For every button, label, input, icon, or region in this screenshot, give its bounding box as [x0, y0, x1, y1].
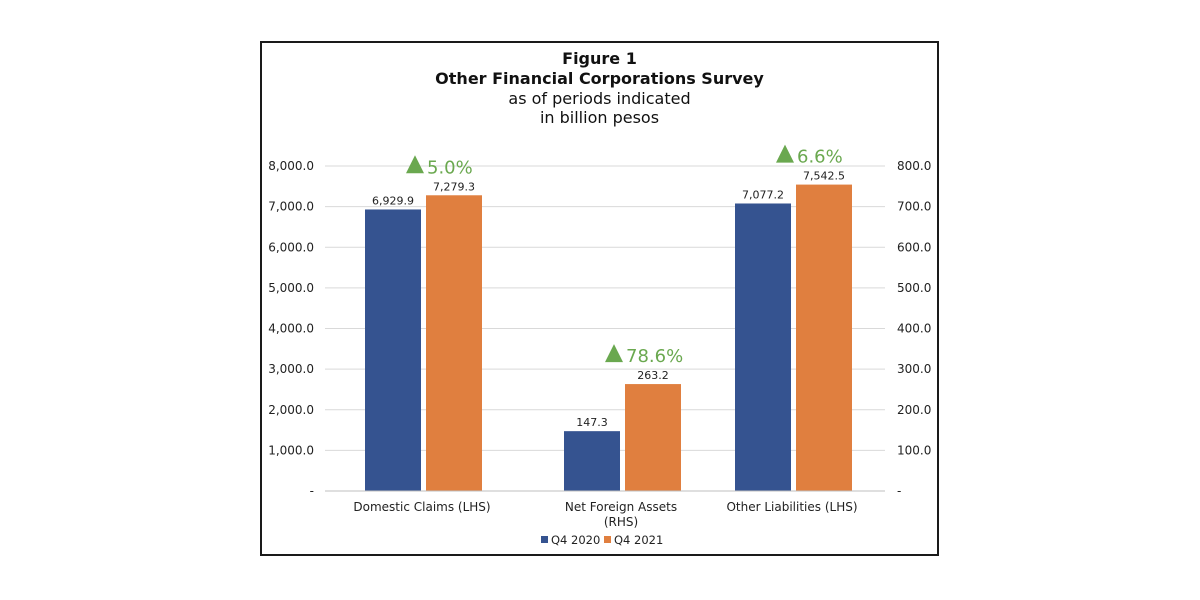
- chart-subtitle-line-3: in billion pesos: [539, 108, 660, 127]
- right-tick-label: 400.0: [897, 322, 931, 336]
- bar: [735, 203, 791, 491]
- left-tick-label: 2,000.0: [268, 403, 314, 417]
- left-tick-label: 8,000.0: [268, 159, 314, 173]
- right-tick-label: 600.0: [897, 240, 931, 254]
- left-tick-label: 7,000.0: [268, 200, 314, 214]
- right-tick-label: -: [897, 484, 901, 498]
- bar: [426, 195, 482, 491]
- left-tick-label: 6,000.0: [268, 240, 314, 254]
- growth-label: 78.6%: [626, 346, 683, 367]
- growth-up-arrow-icon: [776, 144, 794, 163]
- chart-title: Figure 1: [562, 49, 637, 68]
- chart-subtitle: Other Financial Corporations Survey: [435, 69, 764, 88]
- category-label: Net Foreign Assets: [565, 500, 677, 514]
- bar: [365, 209, 421, 491]
- bar-value-label: 6,929.9: [372, 194, 414, 207]
- bar: [625, 384, 681, 491]
- legend-swatch: [541, 536, 548, 543]
- right-tick-label: 500.0: [897, 281, 931, 295]
- growth-up-arrow-icon: [605, 344, 623, 363]
- right-tick-label: 800.0: [897, 159, 931, 173]
- growth-label: 5.0%: [427, 157, 473, 178]
- legend-label: Q4 2021: [614, 533, 663, 547]
- bar-value-label: 7,279.3: [433, 180, 475, 193]
- bar-value-label: 7,077.2: [742, 188, 784, 201]
- right-tick-label: 200.0: [897, 403, 931, 417]
- growth-label: 6.6%: [797, 147, 843, 168]
- chart-subtitle-line-2: as of periods indicated: [508, 89, 691, 108]
- bar-value-label: 7,542.5: [803, 170, 845, 183]
- legend-swatch: [604, 536, 611, 543]
- right-tick-label: 100.0: [897, 443, 931, 457]
- bar-value-label: 263.2: [637, 369, 669, 382]
- category-label: Domestic Claims (LHS): [353, 500, 490, 514]
- left-tick-label: -: [310, 484, 314, 498]
- left-tick-label: 3,000.0: [268, 362, 314, 376]
- left-tick-label: 1,000.0: [268, 443, 314, 457]
- bar-value-label: 147.3: [576, 416, 608, 429]
- left-tick-label: 5,000.0: [268, 281, 314, 295]
- left-tick-label: 4,000.0: [268, 322, 314, 336]
- legend-label: Q4 2020: [551, 533, 600, 547]
- growth-up-arrow-icon: [406, 155, 424, 174]
- category-label: (RHS): [604, 515, 638, 529]
- right-tick-label: 700.0: [897, 200, 931, 214]
- right-tick-label: 300.0: [897, 362, 931, 376]
- bar: [564, 431, 620, 491]
- bar: [796, 184, 852, 491]
- category-label: Other Liabilities (LHS): [726, 500, 857, 514]
